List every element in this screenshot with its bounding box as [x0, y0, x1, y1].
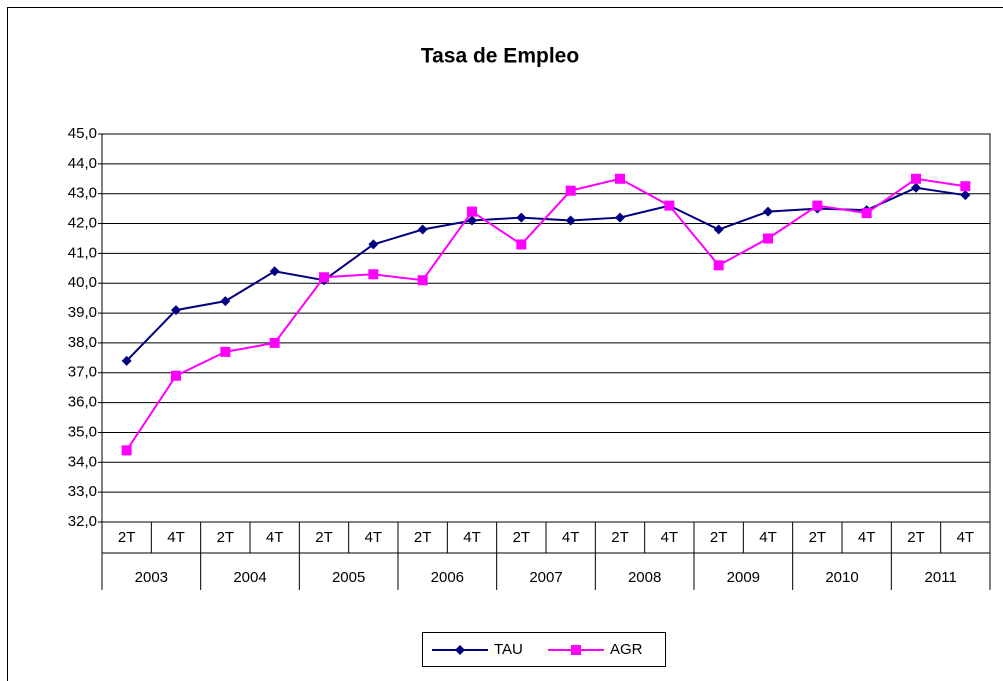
data-point: [565, 185, 576, 196]
y-tick-label: 36,0: [68, 394, 97, 411]
data-point: [269, 337, 280, 348]
y-tick-label: 42,0: [68, 215, 97, 232]
data-point: [417, 224, 428, 235]
data-point: [861, 208, 872, 219]
x-tick-label: 2T: [513, 529, 531, 546]
x-group-label: 2008: [628, 569, 661, 586]
x-tick-label: 4T: [957, 529, 975, 546]
data-point: [220, 346, 231, 357]
data-point: [368, 269, 379, 280]
y-tick-label: 34,0: [68, 453, 97, 470]
data-point: [171, 370, 181, 381]
y-tick-label: 43,0: [68, 185, 97, 202]
y-tick-label: 45,0: [68, 125, 97, 142]
x-tick-label: 2T: [315, 529, 333, 546]
x-tick-label: 4T: [562, 529, 580, 546]
x-tick-label: 2T: [907, 529, 925, 546]
data-point: [615, 212, 625, 223]
x-group-label: 2006: [431, 569, 464, 586]
legend-marker: [571, 645, 581, 655]
data-point: [565, 215, 576, 226]
legend-label: TAU: [494, 641, 523, 658]
data-point: [269, 266, 280, 277]
y-tick-label: 44,0: [68, 155, 97, 172]
data-point: [713, 260, 724, 271]
y-tick-label: 35,0: [68, 423, 97, 440]
y-tick-label: 39,0: [68, 304, 97, 321]
y-tick-label: 41,0: [68, 244, 97, 261]
data-point: [911, 173, 921, 184]
series-line: [125, 186, 966, 362]
plot-area: [101, 133, 991, 523]
x-group-label: 2007: [529, 569, 562, 586]
data-point: [960, 181, 971, 192]
data-point: [220, 296, 231, 307]
x-group-label: 2010: [825, 569, 858, 586]
x-group-label: 2003: [135, 569, 168, 586]
data-point: [812, 200, 823, 211]
x-tick-label: 4T: [858, 529, 876, 546]
data-point: [763, 233, 773, 244]
data-point: [763, 206, 773, 217]
y-tick-label: 32,0: [68, 513, 97, 530]
data-point: [713, 224, 724, 235]
data-point: [960, 190, 971, 201]
x-group-label: 2009: [727, 569, 760, 586]
x-tick-label: 2T: [611, 529, 629, 546]
y-tick-label: 37,0: [68, 364, 97, 381]
x-tick-label: 2T: [217, 529, 235, 546]
series-line: [125, 177, 966, 451]
x-group-label: 2011: [925, 569, 957, 586]
data-point: [417, 275, 428, 286]
data-point: [171, 305, 181, 316]
x-tick-label: 2T: [809, 529, 827, 546]
data-point: [911, 182, 921, 193]
data-point: [664, 200, 675, 211]
x-tick-label: 4T: [266, 529, 284, 546]
data-point: [368, 239, 379, 250]
x-group-label: 2004: [233, 569, 266, 586]
x-tick-label: 4T: [759, 529, 777, 546]
data-point: [121, 355, 132, 366]
data-point: [467, 215, 477, 226]
legend-marker: [455, 645, 465, 655]
legend-label: AGR: [610, 641, 643, 658]
y-tick-label: 38,0: [68, 334, 97, 351]
x-tick-label: 2T: [710, 529, 728, 546]
x-tick-label: 4T: [365, 529, 383, 546]
data-point: [615, 173, 625, 184]
x-tick-label: 2T: [118, 529, 136, 546]
x-group-label: 2005: [332, 569, 365, 586]
x-tick-label: 4T: [463, 529, 481, 546]
data-point: [467, 206, 477, 217]
y-tick-label: 33,0: [68, 483, 97, 500]
data-point: [121, 445, 132, 456]
y-tick-label: 40,0: [68, 274, 97, 291]
x-tick-label: 4T: [167, 529, 185, 546]
data-point: [516, 239, 527, 250]
chart-title: Tasa de Empleo: [421, 45, 579, 68]
x-tick-label: 4T: [661, 529, 679, 546]
data-point: [319, 272, 329, 283]
data-point: [516, 212, 527, 223]
x-tick-label: 2T: [414, 529, 432, 546]
